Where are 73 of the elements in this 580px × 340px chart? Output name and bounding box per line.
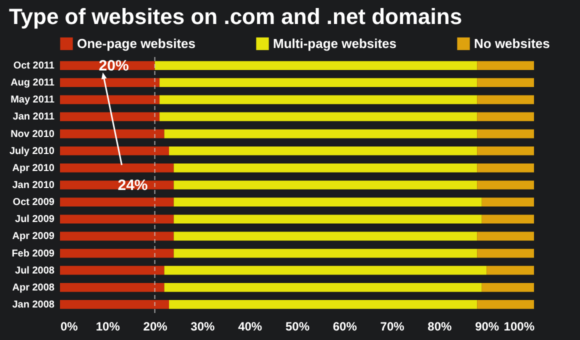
y-tick-label: July 2010 (9, 146, 55, 157)
x-tick-label: 10% (96, 320, 120, 334)
bar (60, 112, 160, 122)
bar (477, 61, 534, 70)
y-tick-label: Jan 2011 (12, 112, 55, 123)
bar (477, 78, 534, 88)
bar (174, 180, 478, 190)
x-tick-label: 0% (60, 320, 78, 334)
bar (154, 61, 478, 70)
bar (60, 248, 174, 258)
x-tick-label: 40% (238, 320, 262, 334)
bar (477, 164, 534, 172)
bar (60, 95, 160, 104)
y-tick-label: Nov 2010 (10, 128, 55, 140)
bar (477, 129, 534, 138)
bar (477, 300, 534, 309)
y-tick-label: Jan 2008 (12, 299, 55, 310)
bar (169, 300, 478, 309)
legend-label: Multi-page websites (273, 36, 397, 51)
bar (174, 214, 482, 224)
bar (482, 198, 534, 206)
bar (60, 78, 160, 88)
y-tick-label: Apr 2008 (12, 282, 55, 294)
y-tick-label: Oct 2009 (12, 197, 55, 208)
x-tick-label: 100% (504, 320, 535, 334)
y-tick-label: Feb 2009 (12, 248, 55, 260)
chart-title: Type of websites on .com and .net domains (8, 4, 462, 29)
bar (477, 248, 534, 258)
bar (482, 214, 534, 224)
bar (174, 198, 482, 206)
bar (164, 129, 478, 138)
x-tick-label: 60% (332, 320, 358, 334)
bar (477, 180, 534, 190)
bar (486, 266, 534, 275)
y-tick-label: Apr 2010 (12, 162, 55, 174)
y-tick-label: Jan 2010 (12, 180, 55, 191)
bar (174, 248, 478, 258)
bar (60, 266, 164, 275)
bar (164, 282, 482, 292)
x-tick-label: 30% (190, 320, 216, 334)
y-tick-label: Aug 2011 (10, 78, 55, 89)
bar (477, 112, 534, 122)
bar (60, 300, 170, 309)
bar (482, 282, 534, 292)
y-tick-label: Jul 2009 (15, 214, 55, 226)
bar (60, 198, 174, 206)
bar (174, 232, 478, 241)
bar (477, 146, 534, 156)
x-tick-label: 70% (380, 320, 405, 334)
bar (477, 95, 534, 104)
bar (60, 129, 164, 138)
bar (164, 266, 487, 275)
bar (169, 146, 478, 156)
bar (477, 232, 534, 241)
y-tick-label: Jul 2008 (15, 265, 55, 276)
bar (160, 95, 478, 104)
x-tick-label: 20% (143, 320, 168, 334)
x-tick-label: 50% (285, 320, 310, 334)
bar (160, 78, 478, 88)
bar (174, 164, 478, 172)
bar (60, 214, 174, 224)
legend-label: No websites (474, 36, 550, 51)
bar (60, 232, 174, 241)
y-tick-label: Oct 2011 (13, 60, 55, 72)
x-tick-label: 80% (428, 320, 452, 334)
bar (60, 146, 170, 156)
bar (60, 164, 174, 172)
y-tick-label: May 2011 (10, 94, 55, 106)
y-tick-label: Apr 2009 (12, 231, 55, 242)
x-tick-label: 90% (475, 320, 500, 334)
bar (160, 112, 478, 122)
legend-label: One-page websites (77, 36, 196, 51)
bar (60, 282, 164, 292)
